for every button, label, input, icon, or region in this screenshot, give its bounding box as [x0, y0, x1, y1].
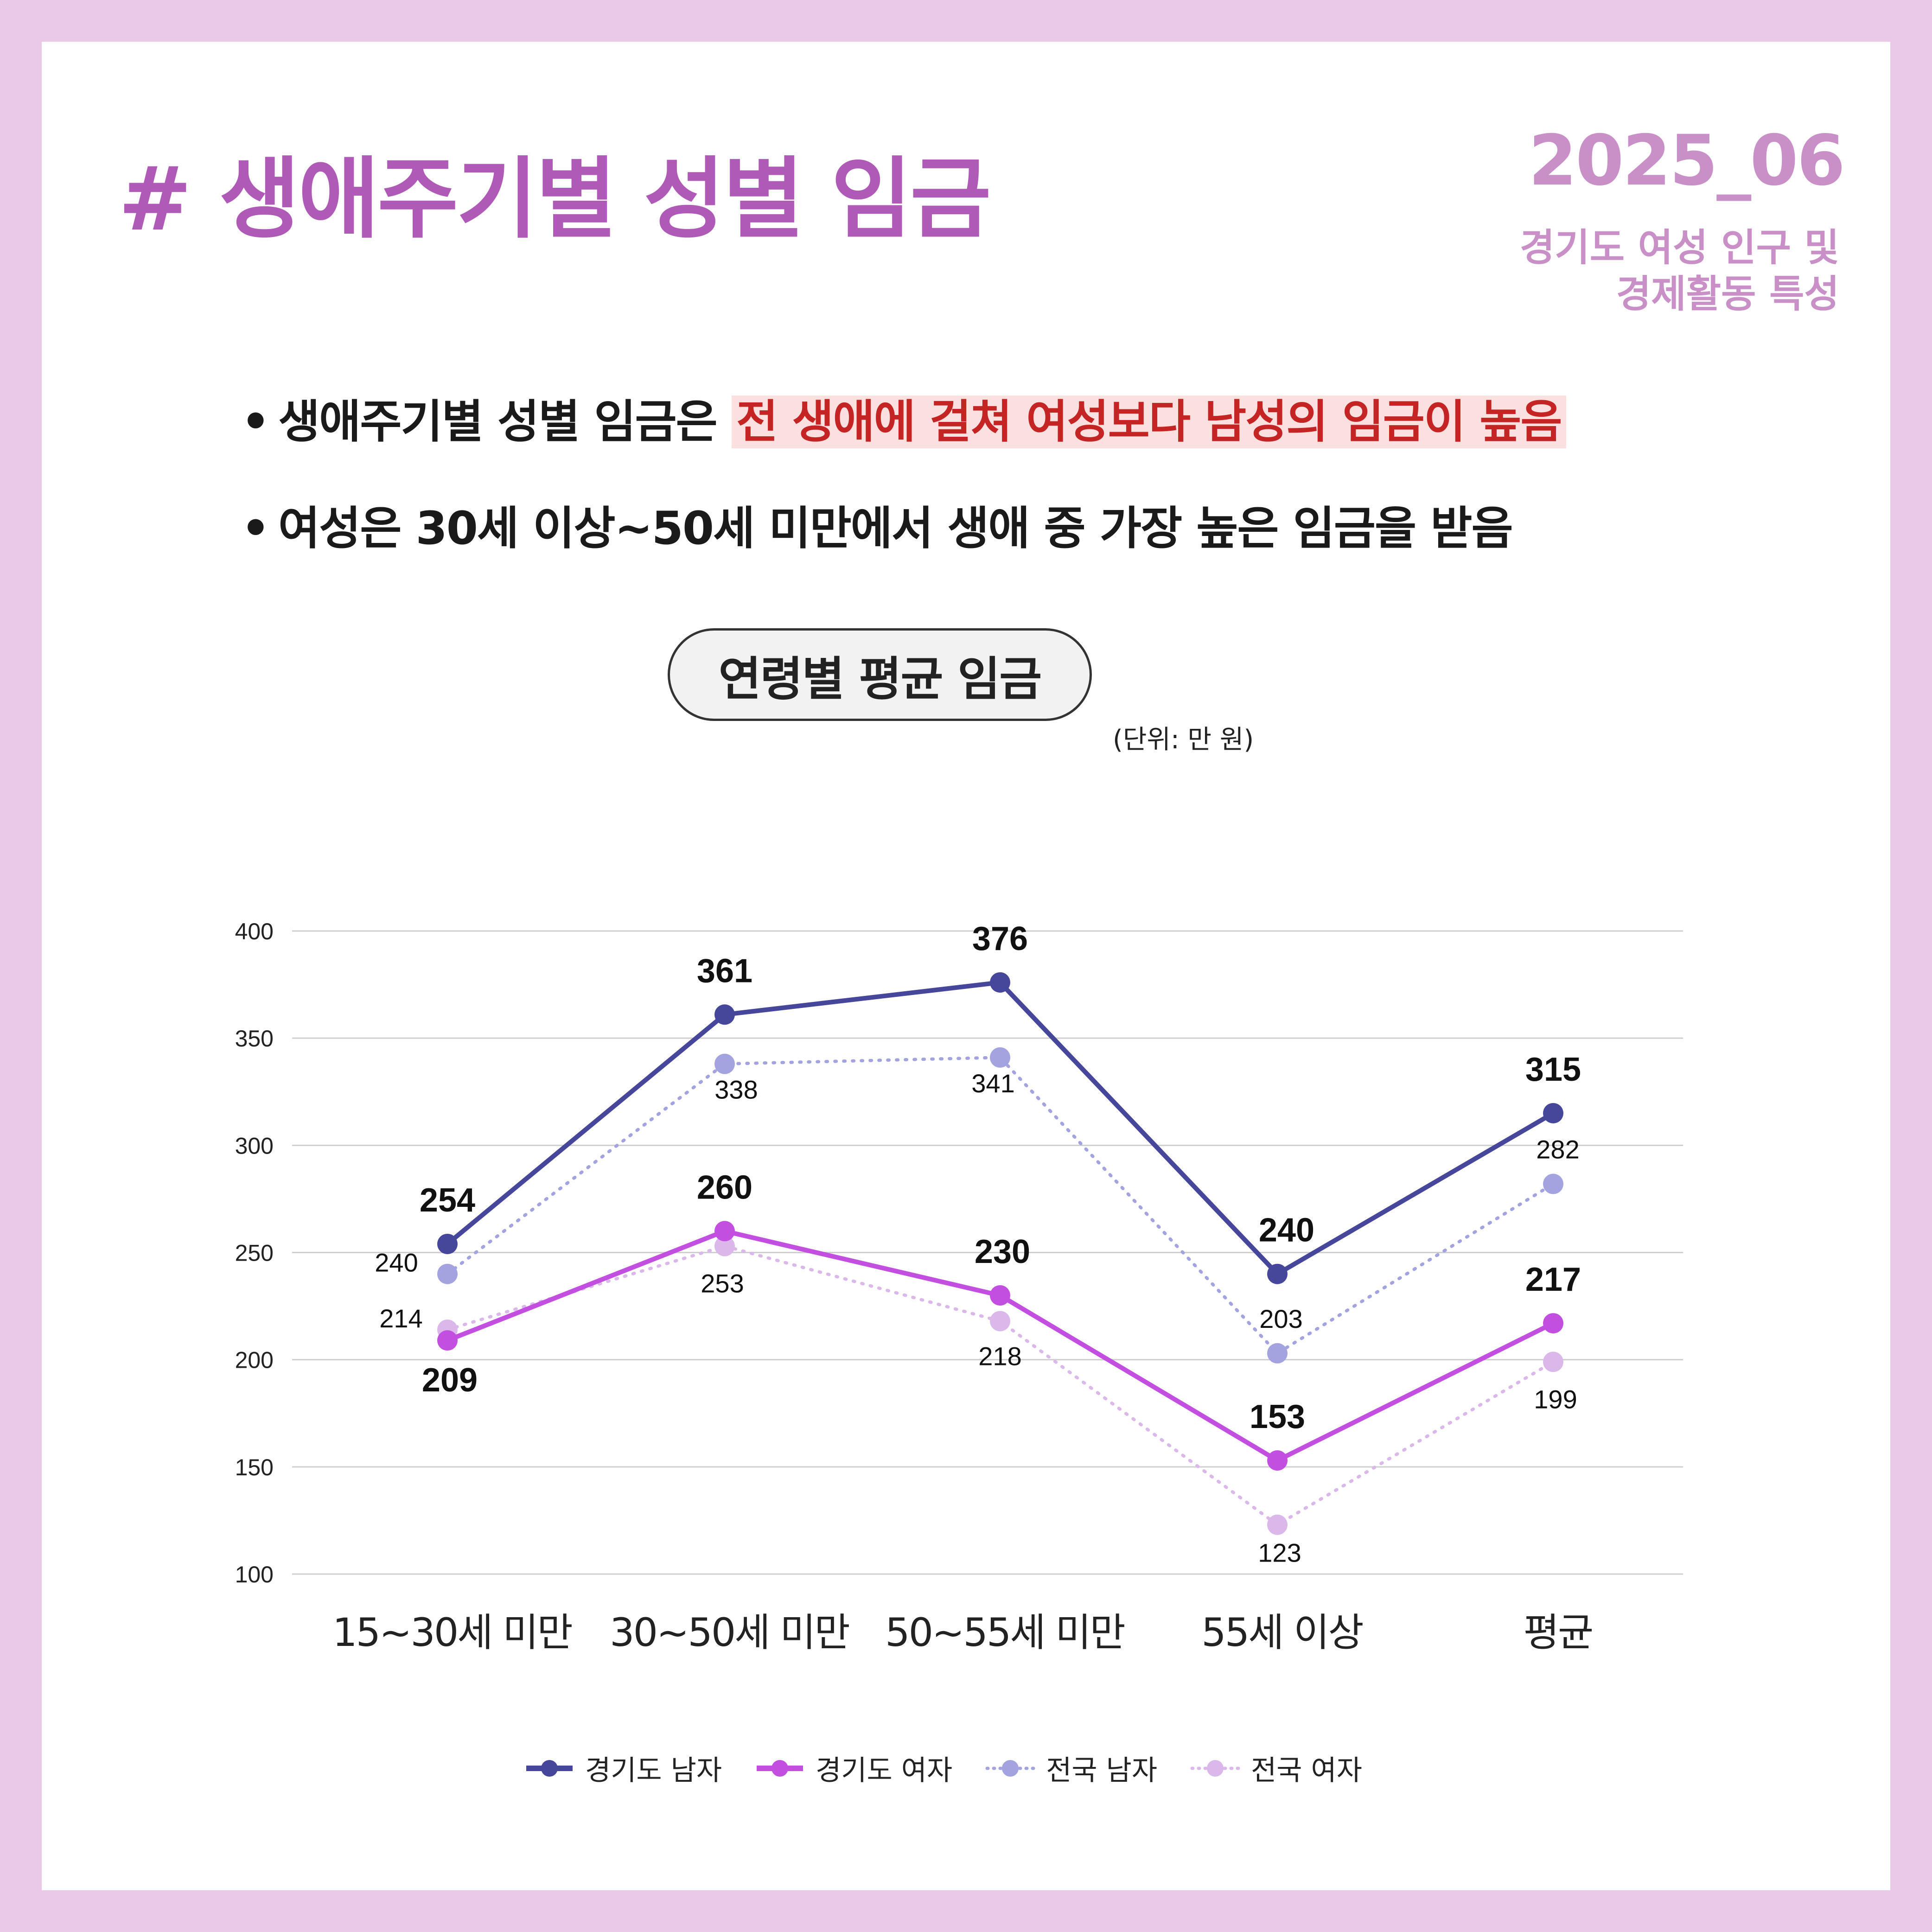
- data-label: 315: [1525, 1051, 1581, 1088]
- x-tick-label: 55세 이상: [1201, 1610, 1363, 1655]
- data-label: 240: [375, 1248, 418, 1277]
- series-national-female-point: [1543, 1352, 1563, 1372]
- publication-date: 2025_06: [1528, 121, 1845, 201]
- series-national-male-point: [1543, 1173, 1563, 1194]
- data-label: 282: [1536, 1135, 1579, 1164]
- x-tick-label: 15~30세 미만: [332, 1610, 572, 1655]
- series-gyeonggi-female-point: [990, 1285, 1010, 1306]
- data-label: 217: [1525, 1261, 1581, 1298]
- series-national-male-point: [714, 1053, 735, 1074]
- y-tick-label: 150: [235, 1454, 274, 1480]
- chart-unit: (단위: 만 원): [1113, 725, 1254, 755]
- publication-subtitle: 경기도 여성 인구 및 경제활동 특성: [1422, 225, 1839, 318]
- series-gyeonggi-male-point: [437, 1234, 458, 1255]
- series-gyeonggi-female-point: [1543, 1313, 1563, 1334]
- bullet-dot-icon: •: [241, 395, 270, 448]
- series-gyeonggi-female-point: [714, 1221, 735, 1242]
- series-gyeonggi-male-point: [1543, 1103, 1563, 1123]
- series-national-female-point: [1267, 1514, 1288, 1535]
- legend-item-national-female: 전국 여자: [1190, 1748, 1362, 1788]
- data-label: 260: [697, 1169, 752, 1206]
- y-tick-label: 200: [235, 1347, 274, 1373]
- data-label: 199: [1534, 1384, 1577, 1414]
- data-label: 361: [697, 952, 752, 989]
- legend-label: 경기도 여자: [816, 1754, 953, 1787]
- legend-swatch-icon: [1190, 1760, 1240, 1777]
- bullet-1-highlight: 전 생애에 걸쳐 여성보다 남성의 임금이 높음: [731, 395, 1566, 448]
- summary-bullets: • 생애주기별 성별 임금은 전 생애에 걸쳐 여성보다 남성의 임금이 높음 •…: [241, 387, 1566, 600]
- legend-item-gyeonggi-male: 경기도 남자: [524, 1748, 722, 1788]
- bullet-2-text: 여성은 30세 이상~50세 미만에서 생애 중 가장 높은 임금을 받음: [278, 502, 1513, 555]
- data-label: 338: [714, 1075, 758, 1104]
- series-gyeonggi-female-point: [437, 1330, 458, 1351]
- data-label: 123: [1258, 1538, 1301, 1568]
- chart-legend: 경기도 남자 경기도 여자 전국 남자 전국 여자: [524, 1748, 1395, 1788]
- legend-label: 경기도 남자: [585, 1754, 722, 1787]
- y-tick-label: 100: [235, 1562, 274, 1588]
- x-tick-label: 50~55세 미만: [885, 1610, 1124, 1655]
- y-tick-label: 400: [235, 918, 274, 944]
- data-label: 230: [975, 1233, 1030, 1270]
- bullet-2: • 여성은 30세 이상~50세 미만에서 생애 중 가장 높은 임금을 받음: [241, 494, 1566, 600]
- series-national-male-line: [446, 1056, 1555, 1355]
- legend-label: 전국 여자: [1251, 1754, 1362, 1787]
- chart-title: 연령별 평균 임금: [668, 628, 1092, 721]
- data-label: 209: [422, 1362, 478, 1399]
- x-tick-label: 30~50세 미만: [610, 1610, 849, 1655]
- series-national-male-point: [990, 1047, 1010, 1068]
- data-label: 240: [1259, 1212, 1314, 1249]
- legend-label: 전국 남자: [1046, 1754, 1158, 1787]
- bullet-1-prefix: 생애주기별 성별 임금은: [278, 395, 718, 448]
- publication-subtitle-line2: 경제활동 특성: [1616, 272, 1839, 316]
- legend-swatch-icon: [757, 1760, 803, 1777]
- series-gyeonggi-female-point: [1267, 1450, 1288, 1471]
- x-tick-label: 평균: [1524, 1610, 1593, 1655]
- data-label: 341: [971, 1069, 1014, 1098]
- y-tick-label: 350: [235, 1026, 274, 1052]
- bullet-dot-icon: •: [241, 502, 270, 555]
- series-gyeonggi-male-line: [445, 980, 1556, 1276]
- legend-swatch-icon: [985, 1760, 1035, 1777]
- y-tick-label: 250: [235, 1240, 274, 1266]
- legend-item-gyeonggi-female: 경기도 여자: [754, 1748, 952, 1788]
- page-title: # 생애주기별 성별 임금: [118, 148, 991, 250]
- data-label: 253: [701, 1269, 744, 1298]
- series-national-female-point: [990, 1311, 1010, 1332]
- series-national-male-point: [437, 1263, 458, 1284]
- series-gyeonggi-male-point: [990, 972, 1010, 993]
- y-tick-label: 300: [235, 1133, 274, 1159]
- data-label: 254: [420, 1182, 475, 1219]
- data-label: 214: [379, 1304, 422, 1333]
- data-label: 153: [1250, 1398, 1305, 1435]
- infographic-card: # 생애주기별 성별 임금 2025_06 경기도 여성 인구 및 경제활동 특…: [42, 42, 1890, 1890]
- data-label: 218: [978, 1341, 1021, 1371]
- publication-subtitle-line1: 경기도 여성 인구 및: [1519, 226, 1839, 270]
- series-national-female-point: [714, 1236, 735, 1256]
- series-gyeonggi-male-point: [714, 1004, 735, 1025]
- legend-swatch-icon: [526, 1760, 573, 1777]
- data-label: 376: [972, 920, 1028, 957]
- data-label: 203: [1259, 1304, 1302, 1333]
- series-gyeonggi-male-point: [1267, 1263, 1288, 1284]
- bullet-1: • 생애주기별 성별 임금은 전 생애에 걸쳐 여성보다 남성의 임금이 높음: [241, 387, 1566, 494]
- series-national-male-point: [1267, 1343, 1288, 1364]
- legend-item-national-male: 전국 남자: [985, 1748, 1157, 1788]
